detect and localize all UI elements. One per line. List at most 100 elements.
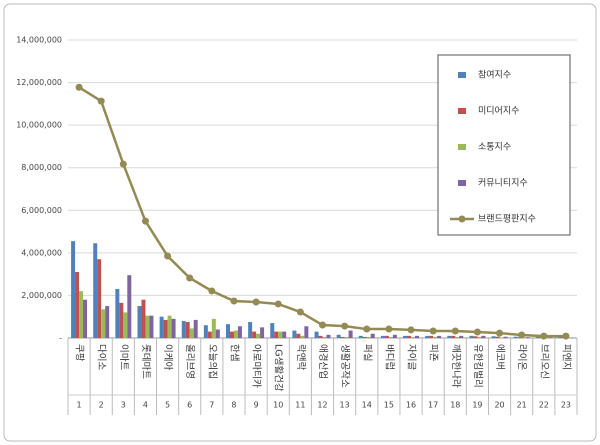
rank-label: 16: [406, 401, 416, 410]
x-tick-label: 자이글: [406, 344, 417, 370]
bar: [388, 336, 393, 338]
bar: [75, 272, 80, 338]
bar: [499, 337, 504, 338]
legend-swatch: [458, 180, 466, 186]
bar: [547, 337, 552, 338]
line-marker: [473, 328, 481, 336]
rank-label: 9: [254, 401, 259, 410]
bar: [557, 336, 562, 338]
bar: [141, 299, 146, 338]
y-tick-label: 14,000,000: [16, 36, 62, 45]
legend-label: 미디어지수: [478, 106, 519, 117]
bar: [260, 327, 265, 338]
line-marker: [296, 308, 304, 316]
line-marker: [429, 327, 437, 335]
y-tick-label: 8,000,000: [21, 163, 62, 172]
x-tick-label: 애경산업: [317, 344, 329, 379]
x-tick-label: 에코버: [494, 344, 505, 370]
legend-label: 브랜드평판지수: [478, 214, 536, 225]
bar: [292, 330, 297, 338]
bar: [237, 326, 242, 338]
bar: [252, 331, 257, 338]
bar: [167, 315, 172, 338]
bar: [137, 306, 142, 338]
line-marker: [518, 331, 526, 339]
bar: [203, 325, 208, 338]
bar: [185, 322, 190, 338]
x-tick-label: 아로마티카: [251, 344, 262, 388]
bar: [326, 334, 331, 338]
bar: [535, 336, 540, 338]
x-tick-label: 올리브영: [184, 344, 195, 379]
line-marker: [252, 298, 260, 306]
x-tick-label: 생활공작소: [339, 344, 351, 388]
bar: [415, 335, 419, 338]
rank-label: 19: [472, 401, 482, 410]
rank-label: 1: [77, 401, 82, 410]
bar: [407, 335, 412, 338]
bar: [370, 333, 375, 338]
bar: [433, 336, 438, 338]
bar: [93, 243, 98, 338]
bar: [296, 333, 301, 338]
line-marker: [385, 325, 393, 333]
bar: [233, 330, 238, 338]
line-marker: [141, 217, 149, 225]
y-tick-label: 4,000,000: [21, 248, 62, 257]
line-marker: [341, 322, 349, 330]
bar: [403, 335, 408, 338]
rank-label: 23: [561, 401, 571, 410]
x-tick-label: 다이소: [96, 344, 107, 370]
bar: [193, 319, 198, 338]
bar: [459, 335, 464, 338]
rank-label: 6: [187, 401, 192, 410]
y-tick-label: 6,000,000: [21, 206, 62, 215]
bar: [525, 337, 530, 338]
line-marker: [164, 252, 172, 260]
bar: [477, 336, 482, 338]
line-marker: [97, 97, 105, 105]
rank-label: 10: [273, 401, 283, 410]
legend-swatch: [458, 72, 466, 78]
bar: [71, 241, 76, 338]
bar: [348, 330, 353, 338]
bar: [481, 335, 486, 338]
x-tick-label: 오늘의집: [206, 344, 218, 379]
bar: [171, 318, 176, 338]
bar: [362, 336, 367, 338]
rank-label: 17: [428, 401, 438, 410]
bar: [229, 331, 234, 338]
line-marker: [363, 325, 371, 333]
bar: [366, 336, 371, 338]
rank-label: 7: [209, 401, 214, 410]
legend-swatch: [458, 144, 466, 150]
x-tick-label: LG생활건강: [273, 344, 285, 392]
rank-label: 4: [143, 401, 148, 410]
bar: [274, 331, 279, 338]
line-marker: [75, 83, 83, 91]
bar: [491, 336, 496, 338]
rank-label: 11: [295, 401, 305, 410]
legend-label: 참여지수: [478, 69, 511, 81]
bar: [314, 331, 319, 338]
bar: [145, 315, 150, 338]
bar: [304, 326, 309, 338]
bar: [270, 323, 275, 338]
bar: [163, 319, 168, 338]
bar: [437, 335, 442, 338]
bar: [115, 289, 120, 338]
bar: [411, 336, 416, 338]
rank-label: 12: [317, 401, 327, 410]
line-marker: [496, 329, 504, 337]
bar: [127, 275, 132, 338]
bar: [207, 331, 212, 338]
line-marker: [119, 160, 127, 168]
bar: [380, 335, 385, 338]
bar: [189, 328, 194, 338]
bar: [211, 318, 216, 338]
bar: [429, 335, 434, 338]
bar: [282, 331, 287, 338]
bar: [97, 259, 102, 338]
bar: [83, 299, 88, 338]
